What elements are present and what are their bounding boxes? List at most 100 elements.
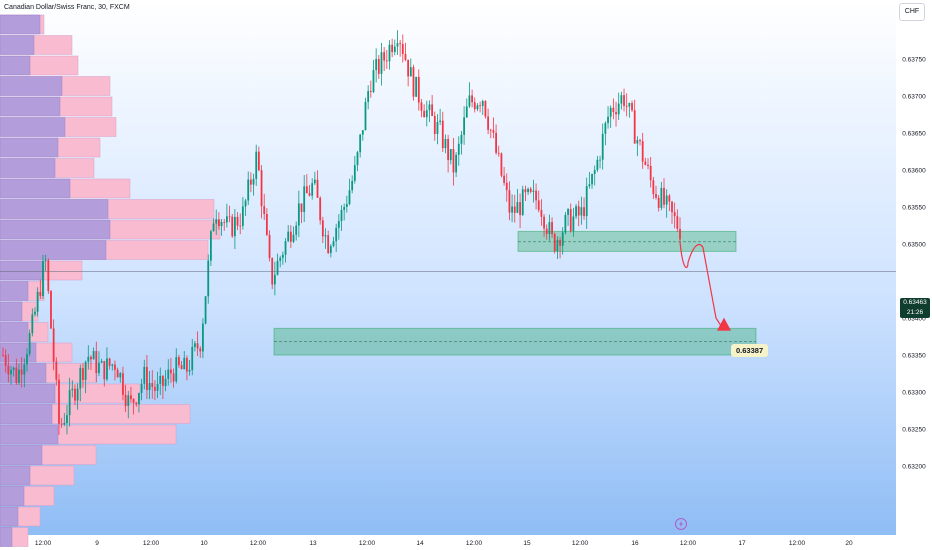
candle [553,234,556,252]
candle [436,121,439,135]
candle [170,369,172,374]
candle [47,260,50,292]
candle [377,58,380,74]
candle [132,399,135,403]
candle [15,367,18,383]
candle [2,355,4,356]
candle [58,379,60,424]
candle [441,120,444,149]
candle [60,423,63,425]
candle [90,356,92,360]
candle [431,104,434,116]
candle [591,173,593,185]
candle [428,104,431,111]
candle [393,46,396,53]
candle [487,116,489,130]
candle [529,188,532,192]
candle [623,95,625,106]
candle [532,190,535,192]
profile-bar-up [0,219,111,240]
profile-bar-up [0,363,47,383]
candle [417,76,420,103]
countdown: 21:26 [906,309,924,316]
candle [567,209,569,215]
candle [564,214,567,233]
currency-button[interactable]: CHF [899,3,925,21]
lightning-icon[interactable] [675,518,687,530]
candle [420,102,423,111]
candle [154,386,156,391]
candle [308,193,311,196]
candle [457,143,460,155]
candle [98,362,100,374]
time-tick: 12:00 [359,540,376,547]
candle [295,225,298,235]
price-tick: 0.63400 [902,316,926,323]
candle [513,206,516,213]
candle [455,154,458,173]
candle [604,123,607,134]
candle [44,260,47,262]
candle [577,206,580,216]
candle [247,179,250,201]
candle [82,368,84,381]
candle [452,149,455,173]
candle [383,52,386,61]
candle [476,105,479,110]
candle [468,95,471,107]
candle [612,107,615,113]
candle [215,219,218,224]
candle [585,186,588,217]
profile-bar-up [0,137,59,158]
candle [489,129,492,131]
candle [124,394,127,406]
candle [348,190,351,204]
candle [609,107,612,117]
candle [23,364,26,375]
candle [12,367,15,370]
candle [481,101,484,106]
candle [655,194,657,198]
candle [212,223,215,232]
candle [111,364,114,366]
candle [676,216,679,229]
candle [425,110,428,118]
candle [375,58,378,71]
candle [116,369,119,378]
time-tick: 14 [416,540,424,547]
candle [679,228,681,240]
candle [479,105,481,107]
resistance-zone [517,230,737,252]
candle [364,101,367,131]
candle [599,159,601,161]
candle [372,70,375,92]
candle [36,291,39,312]
candle [249,179,252,185]
candle [135,402,138,405]
candle [39,291,42,296]
candle [289,231,292,242]
candle [28,333,31,355]
candle [316,179,319,198]
candle [279,257,282,261]
candle [636,140,639,144]
candle [241,206,244,226]
candle [321,220,324,237]
candle [588,184,591,187]
target-triangle [717,317,731,331]
candle [559,239,561,246]
candle [449,149,452,161]
candle [156,383,159,391]
profile-bar-up [0,14,41,35]
candle [447,138,450,161]
candle [583,207,585,217]
price-axis-background [896,0,932,535]
price-axis: 0.63750 0.63700 0.63650 0.63600 0.63550 0.635… [902,57,926,471]
candle [463,117,466,135]
candle [439,120,442,122]
candle [641,141,644,162]
candle [71,388,74,391]
profile-bar-up [0,486,25,506]
